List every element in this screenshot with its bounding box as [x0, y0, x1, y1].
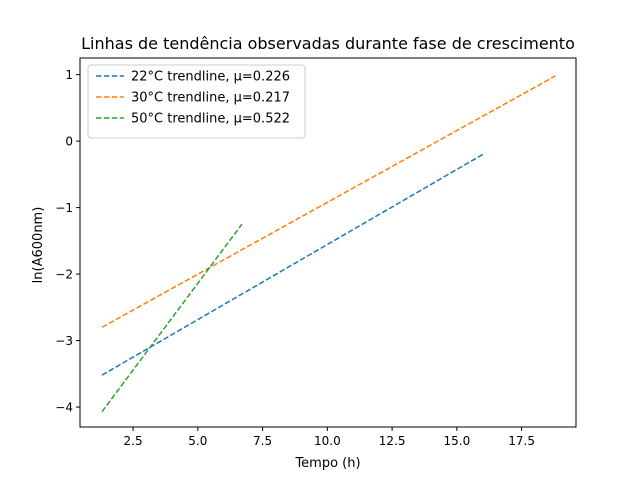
x-tick-label: 5.0 — [188, 434, 207, 448]
x-tick-label: 2.5 — [124, 434, 143, 448]
legend-label-2: 50°C trendline, μ=0.522 — [131, 112, 290, 127]
series-line-0 — [101, 153, 484, 376]
x-tick-label: 7.5 — [253, 434, 272, 448]
y-axis-label: ln(A600nm) — [31, 207, 46, 284]
x-tick-label: 17.5 — [508, 434, 535, 448]
axis-ticks: 2.5 5.0 7.5 10.0 12.5 15.0 17.5 −4 −3 −2 −1 0 1 — [55, 68, 535, 448]
y-tick-label: 1 — [65, 68, 73, 82]
y-tick-label: −4 — [55, 401, 73, 415]
x-tick-label: 10.0 — [314, 434, 341, 448]
y-tick-label: −3 — [55, 334, 73, 348]
chart-title: Linhas de tendência observadas durante f… — [81, 34, 575, 53]
axes-frame — [79, 57, 577, 428]
plot-area — [101, 75, 556, 413]
x-tick-label: 15.0 — [443, 434, 470, 448]
y-tick-label: −2 — [55, 268, 73, 282]
legend-label-0: 22°C trendline, μ=0.226 — [131, 70, 290, 85]
legend: 22°C trendline, μ=0.226 30°C trendline, μ… — [87, 64, 306, 139]
x-axis-label: Tempo (h) — [294, 456, 360, 471]
legend-box — [87, 64, 306, 139]
y-tick-label: 0 — [65, 135, 73, 149]
legend-label-1: 30°C trendline, μ=0.217 — [131, 91, 290, 106]
series-line-2 — [101, 223, 243, 413]
series-line-1 — [101, 75, 556, 328]
y-tick-label: −1 — [55, 201, 73, 215]
x-tick-label: 12.5 — [379, 434, 406, 448]
